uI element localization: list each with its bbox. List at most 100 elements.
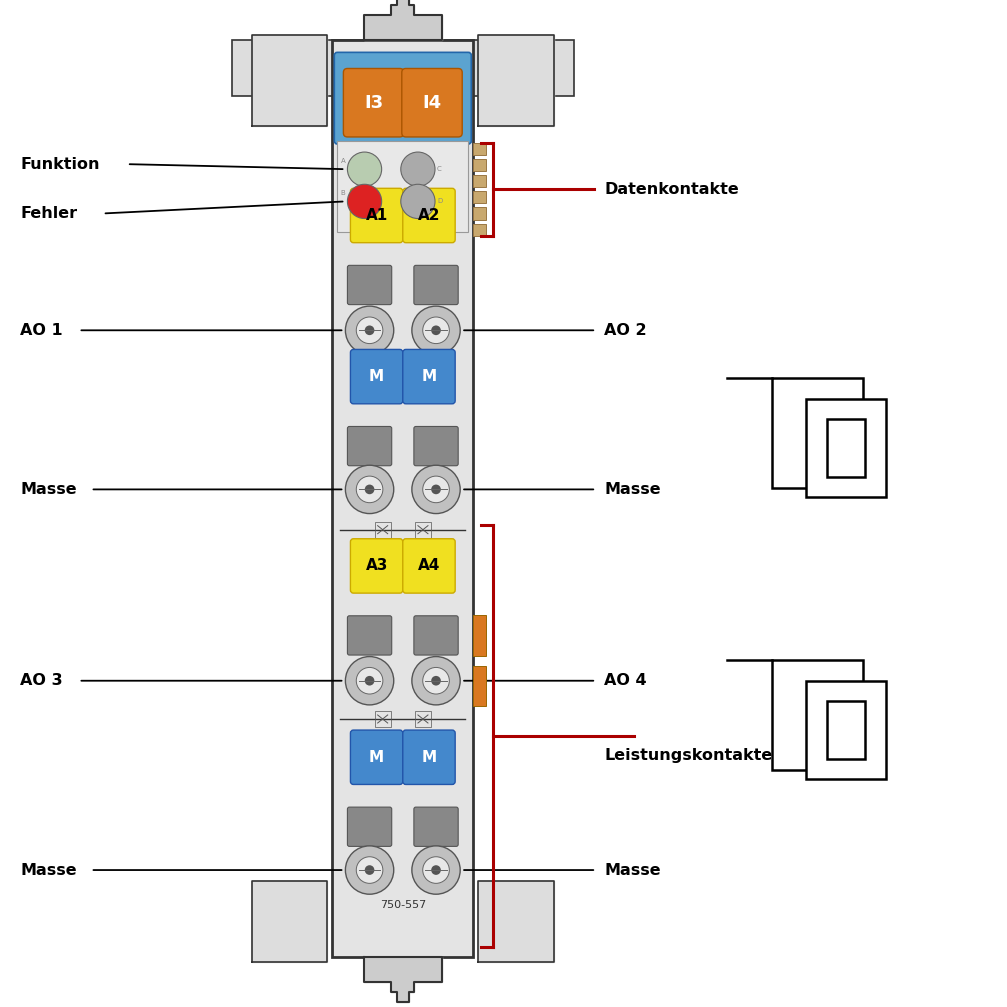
Circle shape — [401, 184, 435, 219]
Text: Masse: Masse — [604, 863, 661, 877]
Text: Leistungskontakte: Leistungskontakte — [604, 748, 772, 763]
Bar — [375, 522, 391, 538]
Text: A: A — [340, 158, 345, 164]
Circle shape — [423, 668, 449, 694]
Bar — [473, 207, 486, 220]
Text: A1: A1 — [366, 208, 388, 223]
Text: A4: A4 — [418, 559, 440, 573]
Text: Masse: Masse — [20, 863, 77, 877]
Circle shape — [365, 676, 375, 686]
FancyBboxPatch shape — [414, 265, 458, 304]
Polygon shape — [478, 35, 554, 126]
Text: I4: I4 — [423, 94, 441, 112]
Circle shape — [345, 306, 394, 354]
Circle shape — [431, 865, 441, 875]
FancyBboxPatch shape — [343, 68, 404, 137]
Polygon shape — [478, 881, 554, 962]
Circle shape — [356, 317, 383, 343]
Bar — [332, 40, 473, 957]
Circle shape — [431, 325, 441, 335]
Bar — [806, 399, 886, 497]
Text: Fehler: Fehler — [20, 206, 78, 221]
Circle shape — [365, 325, 375, 335]
Circle shape — [423, 857, 449, 883]
FancyBboxPatch shape — [403, 349, 455, 404]
Bar — [375, 711, 391, 727]
FancyBboxPatch shape — [350, 349, 403, 404]
Text: Datenkontakte: Datenkontakte — [604, 182, 739, 196]
Bar — [473, 224, 486, 236]
Text: AO 1: AO 1 — [20, 323, 62, 337]
Bar — [337, 141, 468, 232]
Bar — [473, 159, 486, 171]
FancyBboxPatch shape — [403, 539, 455, 593]
Text: Masse: Masse — [20, 482, 77, 496]
Text: C: C — [437, 166, 442, 172]
Text: A3: A3 — [366, 559, 388, 573]
Polygon shape — [252, 35, 327, 126]
Polygon shape — [365, 0, 441, 40]
Circle shape — [423, 476, 449, 502]
Bar — [772, 378, 863, 488]
Bar — [415, 522, 431, 538]
Bar — [827, 701, 865, 759]
Bar — [473, 175, 486, 187]
Circle shape — [347, 152, 382, 186]
Circle shape — [365, 865, 375, 875]
Circle shape — [356, 476, 383, 502]
FancyBboxPatch shape — [402, 68, 462, 137]
Text: M: M — [421, 750, 437, 764]
Polygon shape — [252, 881, 327, 962]
Circle shape — [423, 317, 449, 343]
Bar — [772, 660, 863, 770]
FancyBboxPatch shape — [334, 52, 471, 144]
Bar — [415, 711, 431, 727]
FancyBboxPatch shape — [347, 807, 392, 846]
Bar — [473, 143, 486, 155]
Bar — [473, 191, 486, 203]
Circle shape — [412, 306, 460, 354]
Circle shape — [365, 484, 375, 494]
FancyBboxPatch shape — [414, 427, 458, 465]
Circle shape — [356, 857, 383, 883]
Circle shape — [356, 668, 383, 694]
Text: AO 4: AO 4 — [604, 674, 646, 688]
Circle shape — [412, 846, 460, 894]
FancyBboxPatch shape — [347, 615, 392, 655]
Circle shape — [345, 657, 394, 705]
Circle shape — [345, 465, 394, 514]
FancyBboxPatch shape — [350, 730, 403, 784]
Text: M: M — [369, 370, 385, 384]
Text: 750-557: 750-557 — [380, 900, 426, 910]
FancyBboxPatch shape — [403, 188, 455, 243]
FancyBboxPatch shape — [347, 265, 392, 304]
Text: B: B — [340, 190, 345, 196]
Bar — [827, 419, 865, 477]
Text: M: M — [421, 370, 437, 384]
FancyBboxPatch shape — [350, 188, 403, 243]
Text: Masse: Masse — [604, 482, 661, 496]
Polygon shape — [365, 957, 441, 1002]
Circle shape — [345, 846, 394, 894]
Circle shape — [401, 152, 435, 186]
Bar — [473, 615, 486, 656]
FancyBboxPatch shape — [347, 427, 392, 465]
Circle shape — [347, 184, 382, 219]
Text: Funktion: Funktion — [20, 157, 100, 171]
Text: AO 3: AO 3 — [20, 674, 62, 688]
Text: M: M — [369, 750, 385, 764]
FancyBboxPatch shape — [414, 615, 458, 655]
Bar — [232, 40, 574, 96]
Text: AO 2: AO 2 — [604, 323, 646, 337]
Circle shape — [412, 657, 460, 705]
Bar — [806, 681, 886, 779]
Circle shape — [431, 676, 441, 686]
Circle shape — [412, 465, 460, 514]
Text: A2: A2 — [418, 208, 440, 223]
Text: I3: I3 — [365, 94, 383, 112]
Circle shape — [431, 484, 441, 494]
FancyBboxPatch shape — [414, 807, 458, 846]
FancyBboxPatch shape — [403, 730, 455, 784]
FancyBboxPatch shape — [350, 539, 403, 593]
Text: D: D — [437, 198, 442, 204]
